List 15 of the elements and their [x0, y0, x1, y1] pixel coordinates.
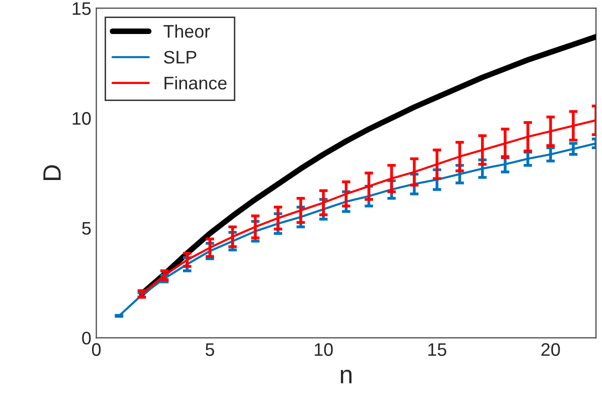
legend-label: Theor: [164, 24, 210, 38]
x-tick-label: 20: [541, 343, 560, 356]
x-tick-label: 5: [206, 343, 214, 356]
y-tick-label: 10: [72, 112, 91, 125]
y-tick-label: 0: [82, 332, 91, 345]
y-axis-title: D: [43, 165, 61, 180]
legend-label: SLP: [164, 50, 196, 64]
line-series: [118, 142, 596, 317]
y-tick-label: 5: [82, 222, 91, 235]
x-axis-title: n: [340, 370, 352, 384]
legend-label: Finance: [164, 76, 227, 90]
y-tick-label: 15: [72, 2, 91, 15]
x-tick-label: 0: [92, 343, 101, 356]
x-tick-label: 10: [314, 343, 333, 356]
x-tick-label: 15: [428, 343, 446, 356]
